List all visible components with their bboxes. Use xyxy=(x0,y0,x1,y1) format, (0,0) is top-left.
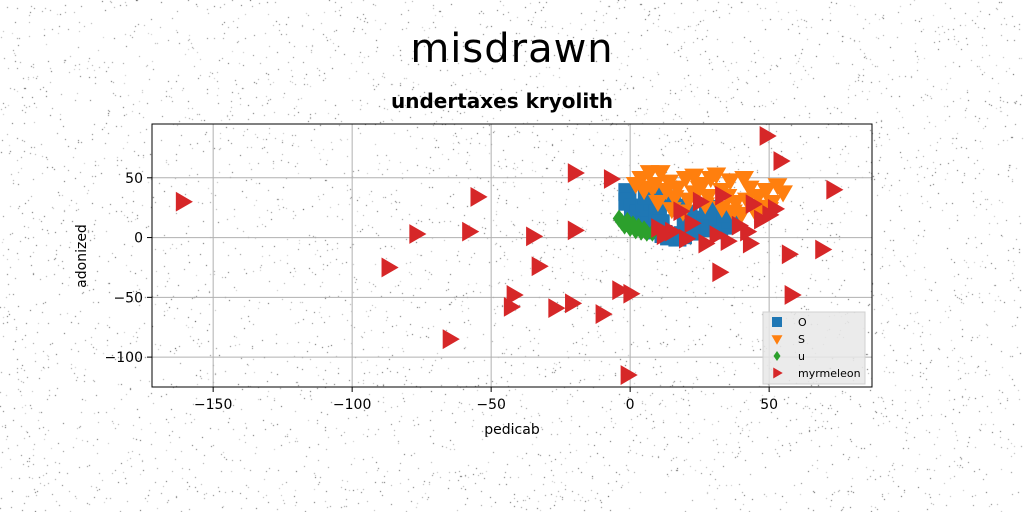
data-point-myrmeleon xyxy=(684,213,702,234)
data-point-myrmeleon xyxy=(620,365,638,385)
data-point-myrmeleon xyxy=(603,169,622,189)
data-point-s xyxy=(650,165,671,183)
data-point-myrmeleon xyxy=(623,283,641,304)
axis-ticks: −150 −100 −50 0 50 50 0 −50 −100 xyxy=(105,171,779,413)
data-point-myrmeleon xyxy=(526,226,544,247)
data-point-myrmeleon xyxy=(506,285,524,305)
x-tick-label: 0 xyxy=(626,397,635,413)
legend: OSu myrmeleon xyxy=(762,311,866,385)
legend-marker-s xyxy=(771,335,783,345)
data-point-myrmeleon xyxy=(742,233,761,254)
data-point-myrmeleon xyxy=(531,256,549,277)
legend-label: myrmeleon xyxy=(798,367,861,380)
data-point-myrmeleon xyxy=(759,126,777,146)
legend-marker-myrmeleon xyxy=(773,367,783,379)
data-point-s xyxy=(723,204,743,222)
data-point-myrmeleon xyxy=(409,224,427,244)
data-point-myrmeleon xyxy=(815,239,833,260)
data-point-myrmeleon xyxy=(673,201,691,222)
data-point-s xyxy=(684,168,704,186)
y-axis-label: adonized xyxy=(74,224,90,288)
series-s xyxy=(625,165,793,225)
data-point-myrmeleon xyxy=(442,329,460,350)
y-tick-label: 0 xyxy=(134,231,143,247)
data-point-myrmeleon xyxy=(175,191,193,212)
data-point-myrmeleon xyxy=(656,225,674,246)
data-point-myrmeleon xyxy=(548,298,566,318)
data-point-myrmeleon xyxy=(567,220,585,241)
data-point-myrmeleon xyxy=(709,225,727,246)
data-point-myrmeleon xyxy=(773,151,791,171)
x-tick-label: −150 xyxy=(194,397,232,413)
data-point-myrmeleon xyxy=(740,221,758,242)
data-point-myrmeleon xyxy=(784,285,802,305)
data-point-s xyxy=(648,194,668,213)
legend-marker-u xyxy=(773,351,781,361)
data-point-myrmeleon xyxy=(826,179,844,200)
data-point-myrmeleon xyxy=(781,244,799,265)
x-tick-label: −100 xyxy=(333,397,371,413)
series-myrmeleon xyxy=(175,126,844,385)
data-point-myrmeleon xyxy=(470,187,488,207)
data-point-myrmeleon xyxy=(462,221,480,242)
data-points xyxy=(175,126,844,385)
chart-subtitle: undertaxes kryolith xyxy=(390,89,614,113)
data-point-myrmeleon xyxy=(565,293,583,314)
data-point-s xyxy=(700,171,721,189)
data-point-s xyxy=(734,171,755,189)
y-tick-label: −100 xyxy=(105,350,143,366)
data-point-myrmeleon xyxy=(767,198,786,219)
data-point-myrmeleon xyxy=(612,280,630,301)
data-point-myrmeleon xyxy=(381,257,399,278)
data-point-s xyxy=(720,173,741,191)
data-point-myrmeleon xyxy=(595,304,613,324)
data-point-myrmeleon xyxy=(692,191,710,212)
series-u xyxy=(612,209,659,242)
data-point-s xyxy=(756,183,777,201)
data-point-myrmeleon xyxy=(503,297,521,317)
data-point-s xyxy=(689,180,710,198)
plot-frame xyxy=(151,123,873,388)
legend-label: S xyxy=(798,333,805,346)
data-point-myrmeleon xyxy=(712,262,730,283)
data-point-myrmeleon xyxy=(720,231,738,252)
legend-label: O xyxy=(798,316,807,329)
data-point-u xyxy=(626,215,640,234)
x-tick-label: 50 xyxy=(760,397,778,413)
data-point-s xyxy=(625,177,646,195)
data-point-myrmeleon xyxy=(698,233,716,254)
data-point-myrmeleon xyxy=(678,228,697,249)
data-point-s xyxy=(656,183,677,201)
legend-label: u xyxy=(798,350,805,363)
figure-title: misdrawn xyxy=(410,26,614,72)
data-point-myrmeleon xyxy=(745,194,763,214)
legend-marker-o xyxy=(772,317,782,327)
data-point-u xyxy=(637,220,651,239)
data-point-myrmeleon xyxy=(567,163,585,183)
data-point-myrmeleon xyxy=(715,185,733,206)
y-tick-label: −50 xyxy=(113,290,143,306)
data-point-s xyxy=(773,185,793,203)
x-tick-label: −50 xyxy=(476,397,506,413)
x-axis-label: pedicab xyxy=(484,422,540,438)
data-point-s xyxy=(664,190,685,208)
y-tick-label: 50 xyxy=(125,171,143,187)
